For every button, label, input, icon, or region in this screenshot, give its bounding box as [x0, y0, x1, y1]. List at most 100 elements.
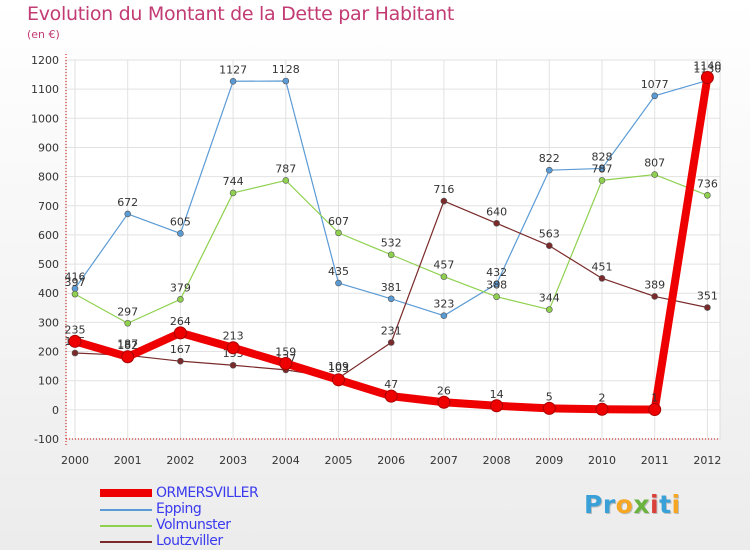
data-label-volmunster: 457: [433, 259, 454, 272]
logo-letter-0: P: [584, 490, 603, 519]
x-tick-label: 2010: [588, 454, 616, 467]
data-point-loutzviller: [440, 197, 448, 205]
data-point-epping: [335, 279, 342, 287]
x-tick-label: 2011: [641, 454, 669, 467]
data-label-epping: 435: [328, 265, 349, 278]
legend-label-ormersviller: ORMERSVILLER: [156, 485, 259, 501]
data-label-loutzviller: 351: [697, 290, 718, 303]
data-point-epping: [493, 280, 500, 288]
data-point-epping: [387, 295, 395, 303]
x-tick-label: 2012: [693, 454, 721, 467]
data-label-ormersviller: 1140: [693, 59, 721, 72]
logo-letter-1: r: [602, 490, 616, 519]
x-tick-label: 2006: [377, 454, 405, 467]
logo-letter-6: i: [671, 490, 681, 519]
x-tick-label: 2008: [483, 454, 511, 467]
data-point-ormersviller: [332, 373, 345, 387]
data-point-loutzviller: [704, 304, 711, 311]
data-label-ormersviller: 5: [546, 390, 553, 403]
data-point-volmunster: [598, 177, 606, 184]
legend-item-volmunster: Volmunster: [100, 517, 320, 534]
data-label-ormersviller: 26: [437, 384, 451, 397]
y-tick-label: 900: [38, 141, 59, 154]
data-label-epping: 381: [381, 281, 402, 294]
x-tick-label: 2002: [166, 454, 194, 467]
data-point-ormersviller: [68, 334, 82, 348]
data-label-ormersviller: 159: [275, 345, 296, 358]
data-label-volmunster: 379: [170, 281, 191, 294]
data-label-volmunster: 787: [592, 162, 613, 175]
y-tick-label: -100: [34, 433, 59, 446]
x-tick-label: 2001: [114, 454, 142, 467]
data-label-loutzviller: 389: [644, 278, 665, 291]
y-tick-label: 600: [38, 229, 59, 242]
data-point-volmunster: [440, 273, 448, 280]
data-label-volmunster: 344: [539, 292, 560, 305]
data-point-ormersviller: [279, 356, 293, 370]
data-label-epping: 1128: [272, 63, 300, 76]
data-label-epping: 605: [170, 215, 191, 228]
data-label-loutzviller: 640: [486, 205, 507, 218]
proxiti-logo: Proxiti: [584, 490, 681, 519]
data-point-loutzviller: [651, 293, 659, 300]
y-tick-label: 0: [52, 404, 59, 417]
data-label-volmunster: 607: [328, 215, 349, 228]
data-label-loutzviller: 451: [592, 260, 613, 273]
data-label-loutzviller: 187: [117, 337, 138, 350]
data-point-volmunster: [71, 290, 79, 298]
data-label-loutzviller: 109: [328, 360, 349, 373]
data-point-volmunster: [704, 191, 711, 199]
data-point-epping: [545, 166, 553, 174]
data-label-epping: 672: [117, 196, 138, 209]
legend-label-loutzviller: Loutzviller: [156, 533, 223, 549]
x-tick-label: 2005: [325, 454, 353, 467]
legend-item-epping: Epping: [100, 501, 320, 518]
data-label-loutzviller: 716: [433, 183, 454, 196]
data-label-volmunster: 532: [381, 237, 402, 250]
data-label-epping: 323: [433, 298, 454, 311]
y-tick-label: 100: [38, 375, 59, 388]
legend-swatch-epping: [100, 509, 152, 511]
y-tick-label: 500: [38, 258, 59, 271]
data-point-ormersviller: [121, 350, 135, 364]
logo-letter-5: t: [659, 490, 672, 519]
data-point-epping: [598, 165, 606, 172]
data-point-ormersviller: [226, 341, 240, 355]
data-label-volmunster: 787: [275, 162, 296, 175]
legend-item-ormersviller: ORMERSVILLER: [100, 485, 320, 502]
data-label-loutzviller: 167: [170, 343, 191, 356]
data-point-epping: [651, 92, 659, 100]
data-point-ormersviller: [384, 389, 398, 403]
data-label-ormersviller: 103: [328, 362, 349, 375]
y-tick-label: 700: [38, 200, 59, 213]
x-tick-label: 2003: [219, 454, 247, 467]
data-label-ormersviller: 2: [599, 391, 606, 404]
data-point-ormersviller: [595, 402, 609, 416]
data-label-epping: 1130: [693, 62, 721, 75]
data-label-ormersviller: 47: [384, 378, 398, 391]
data-point-volmunster: [387, 251, 395, 259]
y-tick-label: 1200: [31, 54, 59, 67]
chart-title: Evolution du Montant de la Dette par Hab…: [27, 3, 455, 25]
data-point-epping: [440, 312, 448, 319]
data-label-loutzviller: 563: [539, 228, 560, 241]
data-label-volmunster: 388: [486, 279, 507, 292]
data-point-ormersviller: [542, 401, 556, 415]
data-point-loutzviller: [71, 349, 79, 357]
legend: ORMERSVILLER Epping Volmunster Loutzvill…: [100, 485, 320, 550]
data-point-ormersviller: [648, 403, 662, 417]
data-point-epping: [124, 210, 131, 218]
y-axis-unit: (en €): [27, 28, 60, 41]
data-label-epping: 416: [65, 271, 86, 284]
x-tick-label: 2004: [272, 454, 300, 467]
data-label-volmunster: 736: [697, 177, 718, 190]
data-point-loutzviller: [387, 339, 395, 346]
data-label-volmunster: 807: [644, 157, 665, 170]
data-point-ormersviller: [173, 326, 187, 340]
y-tick-label: 1000: [31, 112, 59, 125]
data-point-loutzviller: [493, 219, 500, 227]
data-point-loutzviller: [229, 361, 237, 369]
y-tick-label: 300: [38, 316, 59, 329]
